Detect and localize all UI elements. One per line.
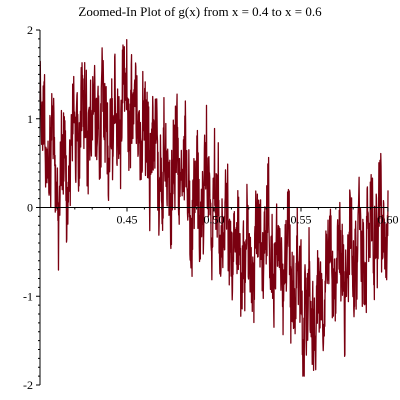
y-tick-label: 1 (27, 112, 33, 126)
x-tick-label: 0.50 (204, 213, 225, 227)
x-tick-label: 0.45 (117, 213, 138, 227)
x-tick-label: 0.55 (291, 213, 312, 227)
y-tick-label: 0 (27, 201, 33, 215)
y-tick-label: -2 (23, 378, 33, 392)
y-tick-label: 2 (27, 23, 33, 37)
axes: 0.45 0.50 0.55 0.60 2 1 0 -1 -2 (23, 23, 399, 392)
x-tick-label: 0.60 (378, 213, 399, 227)
chart-title: Zoomed-In Plot of g(x) from x = 0.4 to x… (78, 4, 322, 19)
plot-area (39, 39, 389, 377)
series-line (39, 39, 389, 377)
y-tick-label: -1 (23, 289, 33, 303)
